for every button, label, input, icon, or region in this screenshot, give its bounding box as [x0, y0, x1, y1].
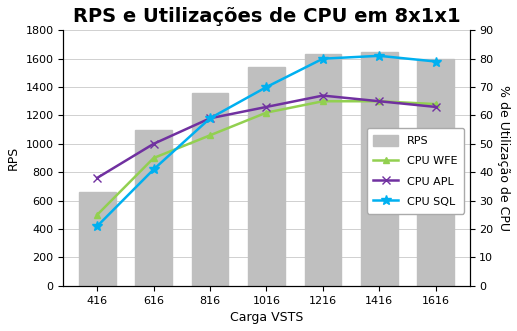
- CPU WFE: [433, 102, 439, 106]
- CPU APL: [320, 94, 326, 98]
- CPU APL: [433, 105, 439, 109]
- Bar: [417, 59, 454, 286]
- Bar: [248, 67, 285, 286]
- Bar: [361, 52, 398, 286]
- CPU APL: [376, 99, 383, 103]
- CPU SQL: [320, 57, 326, 61]
- CPU WFE: [150, 156, 157, 160]
- CPU WFE: [320, 99, 326, 103]
- Bar: [135, 130, 172, 286]
- CPU APL: [94, 176, 100, 180]
- Y-axis label: RPS: RPS: [7, 146, 20, 170]
- CPU SQL: [150, 167, 157, 171]
- Bar: [305, 54, 341, 286]
- CPU SQL: [263, 85, 269, 89]
- Line: CPU APL: CPU APL: [93, 91, 440, 182]
- X-axis label: Carga VSTS: Carga VSTS: [230, 311, 303, 324]
- CPU SQL: [94, 224, 100, 228]
- Y-axis label: % de Utilização de CPU: % de Utilização de CPU: [497, 85, 510, 231]
- CPU SQL: [207, 116, 213, 120]
- CPU APL: [207, 116, 213, 120]
- Bar: [192, 93, 229, 286]
- CPU WFE: [207, 133, 213, 137]
- CPU SQL: [433, 60, 439, 64]
- CPU APL: [263, 105, 269, 109]
- Bar: [79, 192, 115, 286]
- CPU WFE: [263, 111, 269, 115]
- Legend: RPS, CPU WFE, CPU APL, CPU SQL: RPS, CPU WFE, CPU APL, CPU SQL: [367, 128, 464, 214]
- CPU WFE: [94, 213, 100, 217]
- CPU WFE: [376, 99, 383, 103]
- CPU SQL: [376, 54, 383, 58]
- Line: CPU SQL: CPU SQL: [93, 51, 440, 231]
- CPU APL: [150, 142, 157, 146]
- Line: CPU WFE: CPU WFE: [94, 98, 439, 218]
- Title: RPS e Utilizações de CPU em 8x1x1: RPS e Utilizações de CPU em 8x1x1: [72, 7, 460, 26]
